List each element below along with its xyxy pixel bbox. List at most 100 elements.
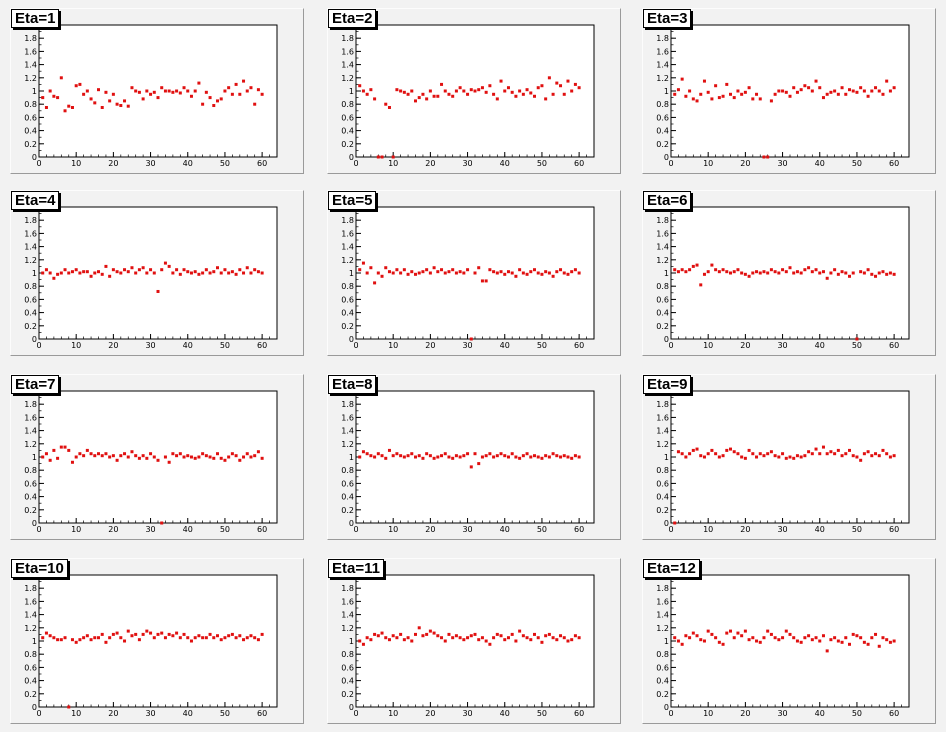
data-point	[533, 268, 536, 272]
data-point	[417, 454, 421, 458]
data-point	[566, 272, 570, 276]
y-tick-label: 1.4	[24, 243, 37, 252]
y-tick-label: 0.6	[341, 479, 354, 488]
data-point	[691, 97, 695, 101]
x-tick-label: 40	[500, 525, 510, 534]
data-point	[562, 271, 566, 275]
data-point	[369, 454, 373, 458]
data-point	[70, 638, 74, 642]
data-point	[540, 456, 544, 460]
data-point	[56, 456, 60, 460]
x-tick-label: 30	[777, 525, 787, 534]
data-point	[417, 626, 421, 630]
data-point	[514, 639, 518, 643]
data-point	[892, 454, 896, 458]
data-point	[702, 639, 706, 643]
plot-frame	[670, 574, 910, 708]
y-tick-label: 1.6	[24, 229, 37, 238]
data-point	[253, 102, 257, 106]
x-tick-label: 20	[108, 709, 118, 718]
data-point	[555, 454, 559, 458]
data-point	[810, 452, 814, 456]
data-point	[253, 268, 257, 272]
data-point	[238, 268, 242, 272]
data-point	[892, 86, 896, 90]
panel-title: Eta=1	[11, 9, 60, 28]
y-tick-label: 1.6	[656, 47, 669, 56]
data-point	[529, 638, 533, 642]
y-tick-label: 1.8	[24, 400, 37, 409]
data-point	[380, 155, 384, 159]
data-point	[182, 632, 186, 636]
data-point	[725, 448, 729, 452]
plot-frame	[355, 574, 595, 708]
chart-panel-2: 0 0.2 0.4 0.6 0.8 1 1.2 1.4 1.6 1.8 0 10 20 30 40 50 60 E…	[327, 8, 621, 174]
data-point	[358, 639, 362, 643]
data-point	[123, 268, 127, 272]
data-point	[755, 455, 759, 459]
data-point	[197, 455, 201, 459]
data-point	[529, 91, 533, 95]
data-point	[451, 636, 455, 640]
data-point	[137, 90, 141, 94]
data-point	[365, 271, 369, 275]
chart-panel-4: 0 0.2 0.4 0.6 0.8 1 1.2 1.4 1.6 1.8 0 10 20 30 40 50 60 E…	[10, 190, 304, 356]
data-point	[432, 94, 436, 98]
data-point	[784, 90, 788, 94]
x-tick-label: 20	[740, 525, 750, 534]
data-point	[421, 270, 425, 274]
y-tick-label: 0.8	[24, 100, 37, 109]
panel-title: Eta=9	[643, 375, 692, 394]
data-point	[725, 82, 729, 86]
data-point	[717, 270, 721, 274]
data-point	[840, 640, 844, 644]
x-tick-label: 40	[183, 341, 193, 350]
scatter-plot-2: 0 0.2 0.4 0.6 0.8 1 1.2 1.4 1.6 1.8 0 10 20 30 40 50 60	[341, 24, 595, 168]
data-point	[245, 89, 249, 93]
x-tick-label: 0	[353, 341, 358, 350]
data-point	[673, 268, 677, 272]
data-point	[699, 638, 703, 642]
x-tick-label: 10	[703, 159, 713, 168]
data-point	[691, 631, 695, 635]
data-point	[167, 632, 171, 636]
y-tick-label: 1.6	[341, 229, 354, 238]
data-point	[862, 271, 866, 275]
data-point	[547, 455, 551, 459]
data-point	[466, 452, 470, 456]
data-point	[223, 458, 227, 462]
data-point	[525, 272, 529, 276]
x-tick-label: 40	[183, 159, 193, 168]
data-point	[421, 456, 425, 460]
data-point	[234, 454, 238, 458]
data-point	[547, 271, 551, 275]
y-tick-label: 1.6	[656, 413, 669, 422]
data-point	[570, 89, 574, 93]
y-tick-label: 0	[32, 703, 37, 712]
data-point	[851, 271, 855, 275]
x-tick-label: 20	[740, 709, 750, 718]
data-point	[729, 629, 732, 633]
data-point	[63, 445, 67, 449]
panel-title: Eta=12	[643, 559, 700, 578]
data-point	[227, 271, 231, 275]
panel-title: Eta=11	[328, 559, 384, 578]
data-point	[706, 270, 710, 274]
y-tick-label: 0.4	[341, 677, 354, 686]
data-point	[134, 271, 138, 275]
x-tick-label: 10	[388, 341, 398, 350]
data-point	[387, 638, 391, 642]
data-point	[673, 521, 677, 525]
data-point	[792, 456, 796, 460]
data-point	[376, 155, 380, 159]
y-tick-label: 0.4	[656, 677, 669, 686]
data-point	[417, 271, 421, 275]
data-point	[458, 86, 462, 90]
x-tick-label: 10	[71, 709, 81, 718]
x-tick-label: 0	[353, 525, 358, 534]
data-point	[260, 271, 264, 275]
data-point	[428, 629, 432, 633]
data-point	[888, 640, 892, 644]
data-point	[156, 458, 160, 462]
data-point	[108, 99, 112, 103]
